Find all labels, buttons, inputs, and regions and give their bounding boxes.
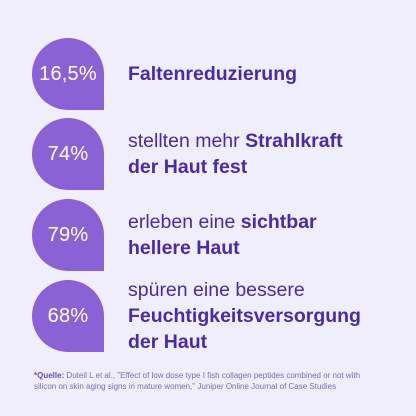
stat-item-brighter-skin: 79% erleben eine sichtbar hellere Haut (32, 199, 402, 271)
stat-description: erleben eine sichtbar hellere Haut (128, 209, 402, 261)
stat-item-radiance: 74% stellten mehr Strahlkraft der Haut f… (32, 118, 402, 190)
stat-value-bubble: 16,5% (32, 38, 104, 110)
stat-value-bubble: 74% (32, 118, 104, 190)
stat-bold-text: sichtbar (240, 211, 317, 233)
footnote-label: *Quelle: (34, 371, 65, 380)
stat-item-wrinkle-reduction: 16,5% Faltenreduzierung (32, 38, 402, 110)
stat-description: stellten mehr Strahlkraft der Haut fest (128, 128, 402, 180)
stat-value-bubble: 68% (32, 280, 104, 352)
stat-regular-text: erleben eine (128, 211, 241, 233)
stat-regular-text: spüren eine bessere (128, 279, 305, 301)
stat-item-hydration: 68% spüren eine bessere Feuchtigkeitsver… (32, 277, 402, 355)
stat-value: 16,5% (39, 62, 97, 85)
stat-description: spüren eine bessere Feuchtigkeitsversorg… (128, 277, 402, 355)
source-footnote: *Quelle: Duteil L et al., "Effect of low… (34, 370, 364, 392)
stat-value: 79% (47, 223, 89, 246)
stat-bold-suffix: hellere Haut (128, 237, 240, 259)
stat-value: 74% (47, 142, 89, 165)
stat-value: 68% (47, 304, 89, 327)
stat-value-bubble: 79% (32, 199, 104, 271)
footnote-text: Duteil L et al., "Effect of low dose typ… (34, 371, 361, 391)
stat-bold-suffix: der Haut fest (128, 156, 248, 178)
stat-description: Faltenreduzierung (128, 61, 402, 87)
stat-regular-text: stellten mehr (128, 130, 246, 152)
stat-bold-text: Strahlkraft (245, 130, 343, 152)
stat-bold-text: Feuchtigkeitsversorgung (128, 305, 361, 327)
stat-bold-suffix: der Haut (128, 331, 208, 353)
stat-bold-text: Faltenreduzierung (128, 63, 298, 85)
